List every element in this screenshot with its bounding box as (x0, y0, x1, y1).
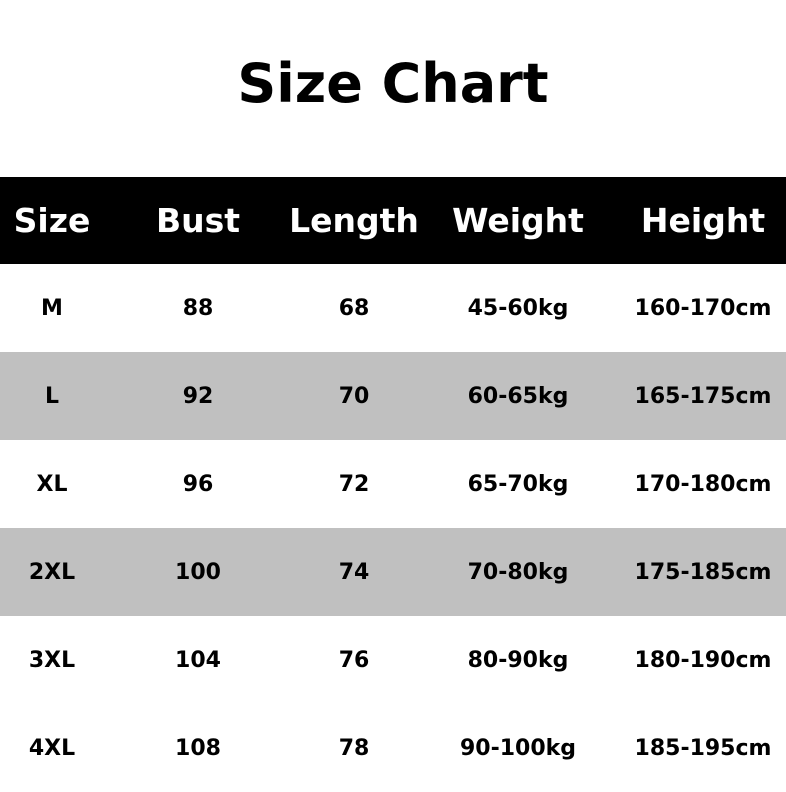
cell-weight: 80-90kg (467, 647, 569, 673)
cell-length: 72 (338, 471, 370, 497)
cell-weight: 70-80kg (467, 559, 569, 585)
table-row: XL 96 72 65-70kg 170-180cm (0, 440, 786, 528)
header-weight: Weight (452, 201, 584, 240)
cell-size: M (41, 295, 63, 321)
table-row: 3XL 104 76 80-90kg 180-190cm (0, 616, 786, 704)
table-row: M 88 68 45-60kg 160-170cm (0, 264, 786, 352)
table-row: 2XL 100 74 70-80kg 175-185cm (0, 528, 786, 616)
header-height: Height (640, 201, 766, 240)
cell-length: 74 (338, 559, 370, 585)
cell-bust: 92 (182, 383, 214, 409)
cell-length: 78 (338, 735, 370, 761)
cell-length: 68 (338, 295, 370, 321)
cell-bust: 104 (175, 647, 221, 673)
cell-height: 165-175cm (634, 383, 772, 409)
cell-length: 76 (338, 647, 370, 673)
cell-size: 4XL (28, 735, 76, 761)
cell-height: 160-170cm (634, 295, 772, 321)
cell-size: XL (36, 471, 68, 497)
cell-height: 175-185cm (634, 559, 772, 585)
cell-weight: 65-70kg (467, 471, 569, 497)
cell-weight: 45-60kg (467, 295, 569, 321)
header-size: Size (13, 201, 91, 240)
header-length: Length (289, 201, 419, 240)
cell-bust: 100 (175, 559, 221, 585)
table-row: L 92 70 60-65kg 165-175cm (0, 352, 786, 440)
page-title: Size Chart (237, 52, 549, 115)
table-header: Size Bust Length Weight Height (0, 177, 786, 264)
table-row: 4XL 108 78 90-100kg 185-195cm (0, 704, 786, 792)
cell-size: L (44, 383, 60, 409)
cell-size: 3XL (28, 647, 76, 673)
cell-weight: 90-100kg (459, 735, 577, 761)
cell-weight: 60-65kg (467, 383, 569, 409)
cell-height: 170-180cm (634, 471, 772, 497)
cell-size: 2XL (28, 559, 76, 585)
header-bust: Bust (155, 201, 241, 240)
cell-height: 185-195cm (634, 735, 772, 761)
cell-bust: 108 (175, 735, 221, 761)
cell-length: 70 (338, 383, 370, 409)
cell-bust: 96 (182, 471, 214, 497)
cell-height: 180-190cm (634, 647, 772, 673)
cell-bust: 88 (182, 295, 214, 321)
